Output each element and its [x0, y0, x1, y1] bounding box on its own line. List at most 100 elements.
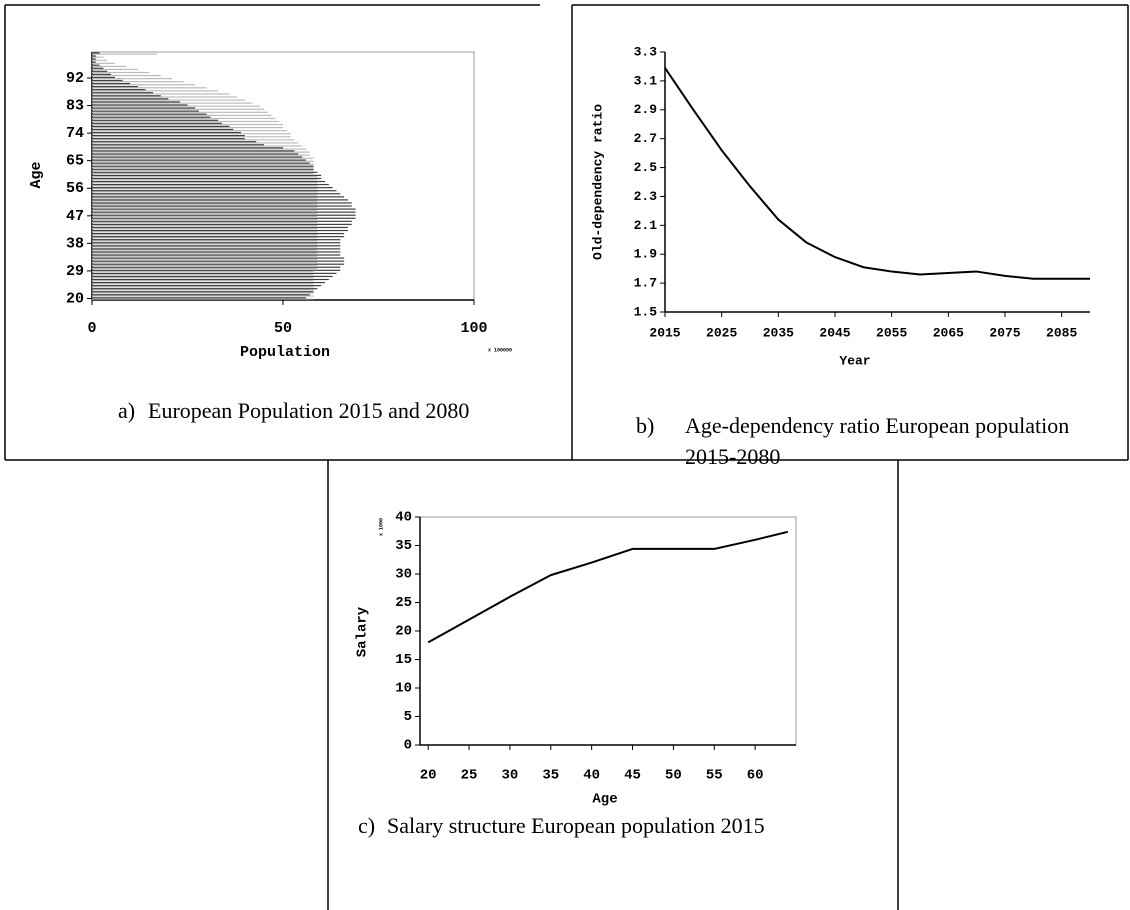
- bar: [92, 196, 345, 198]
- caption-label: b): [636, 413, 655, 438]
- y-tick-label: 74: [66, 125, 84, 142]
- x-tick-label: 45: [624, 768, 641, 784]
- bar: [92, 76, 115, 79]
- bar: [92, 166, 314, 169]
- bar: [92, 172, 314, 175]
- bar: [92, 264, 318, 266]
- bar: [92, 239, 341, 241]
- bar: [92, 285, 322, 287]
- bar: [92, 138, 245, 140]
- bar: [92, 267, 318, 270]
- x-tick-label: 40: [583, 768, 600, 784]
- bar: [92, 165, 314, 167]
- bar: [92, 289, 314, 291]
- y-tick-label: 38: [66, 235, 84, 252]
- bar: [92, 220, 352, 222]
- x-axis-title: Population: [240, 344, 330, 361]
- bar: [92, 86, 138, 88]
- bar: [92, 123, 283, 126]
- bar: [92, 215, 318, 218]
- bar: [92, 202, 352, 204]
- y-tick-label: 1.9: [634, 247, 658, 262]
- data-line: [427, 530, 789, 644]
- bar: [92, 291, 314, 293]
- y-tick-label: 47: [66, 208, 84, 225]
- y-tick-label: 3.1: [634, 73, 658, 88]
- bar: [92, 266, 341, 268]
- x-tick-label: 50: [274, 320, 292, 337]
- bar: [92, 237, 318, 239]
- caption: Age-dependency ratio European population…: [685, 413, 1070, 469]
- bar: [92, 102, 253, 104]
- bar: [92, 127, 283, 129]
- bar: [92, 141, 257, 143]
- bar: [92, 150, 295, 152]
- bar: [92, 56, 104, 58]
- x-tick-label: 0: [87, 320, 96, 337]
- bar: [92, 240, 318, 242]
- bar: [92, 193, 341, 195]
- y-tick-label: 2.5: [634, 160, 658, 175]
- bar: [92, 278, 329, 281]
- bar: [92, 217, 356, 219]
- bar: [92, 168, 314, 170]
- bar: [92, 283, 314, 285]
- bar: [92, 286, 314, 288]
- bar: [92, 242, 341, 244]
- bar: [92, 295, 314, 297]
- bar: [92, 98, 169, 100]
- caption-label: a): [118, 398, 136, 423]
- bar: [92, 211, 356, 213]
- bar: [92, 183, 329, 186]
- bar: [92, 163, 314, 165]
- y-tick-label: 2.9: [634, 102, 658, 117]
- y-axis-title: Salary: [355, 606, 371, 657]
- y-tick-label: 92: [66, 70, 84, 87]
- bar: [92, 275, 333, 278]
- bar: [92, 255, 318, 257]
- bar: [92, 208, 356, 210]
- y-tick-label: 65: [66, 153, 84, 170]
- bar: [92, 151, 310, 153]
- bar: [92, 92, 154, 94]
- bar: [92, 67, 104, 69]
- bar: [92, 188, 318, 190]
- bar: [92, 236, 345, 238]
- bar: [92, 294, 310, 296]
- y-tick-label: 10: [395, 681, 412, 697]
- bar: [92, 145, 303, 147]
- bar: [92, 223, 352, 225]
- x-multiplier: x 100000: [488, 347, 512, 353]
- y-tick-label: 29: [66, 263, 84, 280]
- bar: [92, 117, 276, 120]
- x-tick-label: 20: [420, 768, 437, 784]
- y-axis-title: Age: [28, 161, 45, 188]
- bar: [92, 206, 318, 208]
- y-tick-label: 25: [395, 595, 412, 611]
- bar: [92, 133, 291, 135]
- x-tick-label: 2045: [819, 325, 850, 340]
- bar: [92, 160, 314, 162]
- bar: [92, 120, 280, 123]
- y-tick-label: 3.3: [634, 44, 658, 59]
- x-tick-label: 2025: [706, 325, 737, 340]
- bar: [92, 64, 100, 66]
- bar: [92, 148, 306, 150]
- y-axis-title: Old-dependency ratio: [590, 104, 605, 260]
- caption-label: c): [358, 813, 376, 838]
- x-tick-label: 2075: [989, 325, 1020, 340]
- bar: [92, 197, 318, 199]
- bar: [92, 74, 161, 77]
- bar: [92, 298, 314, 300]
- y-tick-label: 2.7: [634, 131, 657, 146]
- x-tick-label: 55: [706, 768, 723, 784]
- y-tick-label: 0: [404, 738, 412, 754]
- bar: [92, 200, 318, 202]
- bar: [92, 288, 318, 290]
- bar: [92, 179, 318, 181]
- bar: [92, 128, 234, 131]
- bar: [92, 190, 337, 192]
- bar: [92, 99, 245, 101]
- caption: European Population 2015 and 2080: [148, 398, 470, 423]
- bar: [92, 245, 341, 247]
